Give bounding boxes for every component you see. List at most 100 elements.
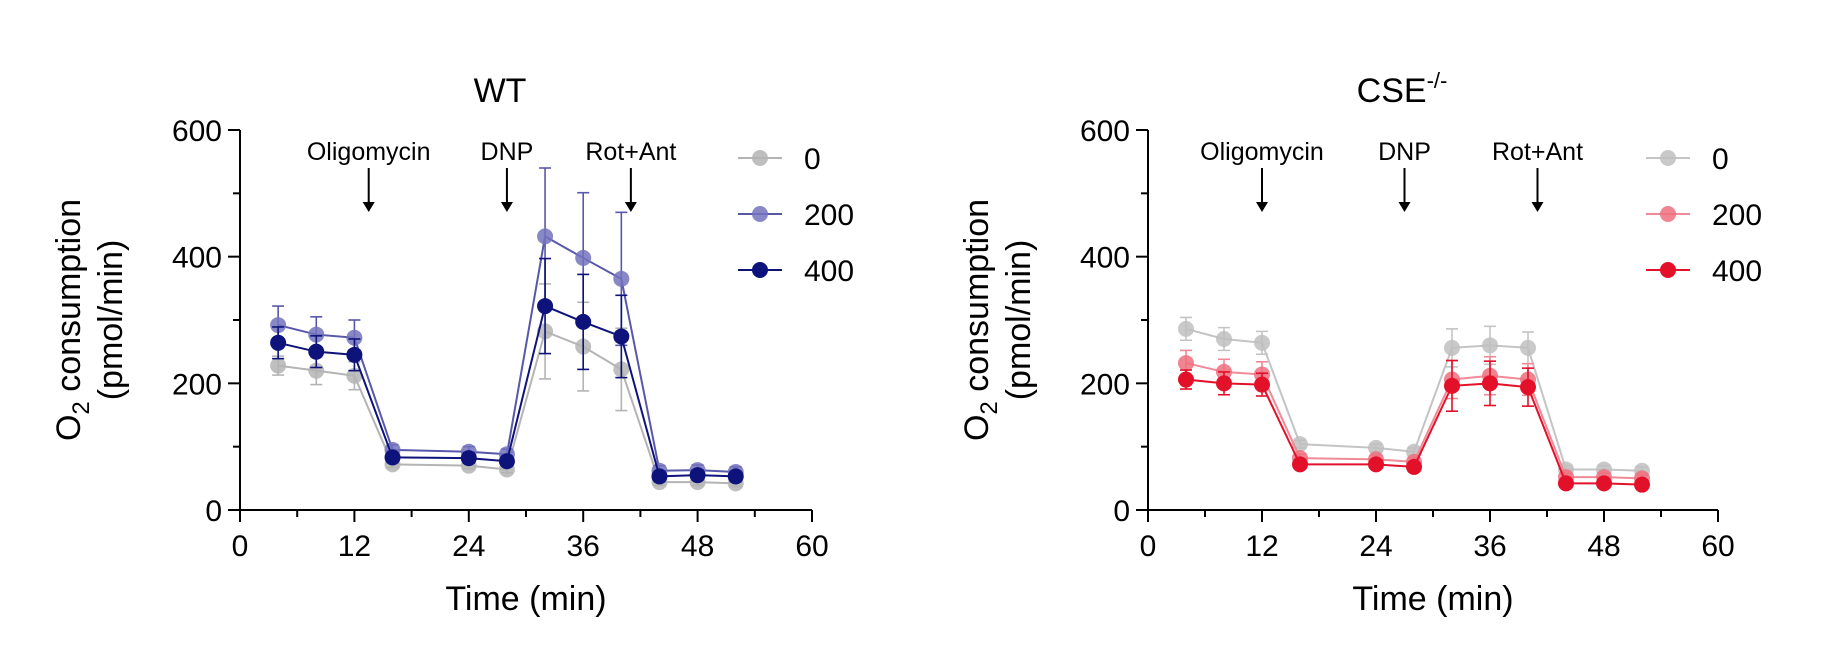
series-line	[1527, 347, 1567, 470]
x-tick-label: 60	[795, 530, 828, 563]
series-line	[1300, 463, 1415, 468]
x-tick-label: 0	[1140, 530, 1157, 563]
data-point	[308, 343, 325, 360]
y-tick-label: 400	[1080, 242, 1130, 275]
series-line	[1261, 384, 1301, 465]
legend-swatch-point	[752, 206, 768, 222]
legend-label: 200	[804, 199, 854, 232]
data-point	[1596, 475, 1612, 492]
data-point	[1482, 375, 1498, 392]
y-axis-label-subscript: 2	[976, 401, 1003, 414]
chart-title: WT	[474, 72, 527, 110]
annotation-arrow-head	[1256, 202, 1268, 212]
data-point	[1178, 320, 1194, 337]
data-point	[1368, 456, 1384, 473]
annotation-label: Oligomycin	[1200, 138, 1324, 166]
annotation-arrow-head	[1531, 202, 1544, 212]
annotation-arrow-head	[1398, 202, 1411, 212]
x-tick-label: 60	[1701, 530, 1734, 563]
data-point	[727, 468, 744, 485]
legend-swatch-point	[1660, 206, 1676, 222]
y-axis-label-rest: consumption	[958, 199, 996, 401]
series-200	[270, 167, 744, 480]
legend-swatch-point	[752, 150, 768, 166]
data-point	[270, 317, 287, 334]
data-point	[613, 270, 630, 287]
data-point	[1406, 458, 1422, 475]
data-point	[1444, 377, 1460, 394]
annotation-arrow-head	[624, 202, 637, 212]
series-line	[1413, 379, 1453, 463]
data-point	[308, 362, 325, 379]
series-line	[1413, 385, 1453, 468]
series-400	[270, 257, 744, 485]
series-line	[505, 331, 547, 470]
series-line	[1261, 342, 1301, 445]
y-axis-label-line2: (pmol/min)	[1000, 240, 1038, 401]
y-axis-label-main: O	[50, 415, 88, 441]
annotation-label: Rot+Ant	[1492, 138, 1583, 166]
annotation-arrow-head	[500, 202, 513, 212]
legend-label: 200	[1712, 199, 1762, 232]
series-line	[392, 448, 507, 456]
annotation-arrow-head	[362, 202, 375, 212]
x-axis-label: Time (min)	[1352, 580, 1513, 618]
data-point	[346, 367, 363, 384]
data-point	[1216, 331, 1232, 347]
annotation-label: DNP	[481, 138, 534, 166]
data-point	[1634, 476, 1650, 493]
series-line	[1299, 457, 1415, 463]
legend-swatch-point	[1660, 262, 1676, 278]
data-point	[1292, 456, 1308, 473]
data-point	[1254, 376, 1270, 393]
series-line	[1527, 386, 1567, 484]
series-line	[505, 236, 547, 455]
series-line	[392, 463, 508, 471]
y-tick-label: 0	[1113, 495, 1130, 528]
legend-label: 0	[804, 143, 821, 176]
y-axis-label-line2: (pmol/min)	[92, 240, 130, 401]
data-point	[270, 357, 287, 374]
data-point	[1216, 375, 1232, 392]
annotation-label: Oligomycin	[307, 138, 431, 166]
x-tick-label: 48	[1587, 530, 1620, 563]
chart-title-main: WT	[474, 72, 527, 110]
legend-label: 0	[1712, 143, 1729, 176]
data-point	[460, 450, 477, 467]
legend-swatch-point	[1660, 150, 1676, 166]
series-line	[1527, 379, 1567, 478]
data-point	[689, 467, 706, 484]
x-tick-label: 48	[681, 530, 714, 563]
series-line	[1299, 443, 1415, 453]
x-axis-label: Time (min)	[445, 580, 606, 618]
data-point	[384, 449, 401, 466]
chart-panel-1: WT 0 200 400 600 0 12 24 36 48 60 Time (min) O2 cons…	[50, 72, 854, 618]
y-tick-label: 600	[1080, 115, 1130, 148]
y-tick-label: 200	[172, 368, 222, 401]
x-tick-label: 36	[567, 530, 600, 563]
data-point	[1178, 371, 1194, 388]
y-axis-label-rest: consumption	[50, 199, 88, 401]
series-line	[353, 354, 394, 458]
y-axis-label-line1: O2 consumption	[958, 199, 1003, 441]
data-point	[575, 313, 592, 330]
data-point	[537, 228, 554, 245]
data-point	[308, 326, 325, 343]
series-line	[505, 305, 547, 462]
series-line	[620, 278, 661, 471]
data-point	[1254, 334, 1270, 351]
series-0	[1178, 316, 1650, 479]
data-point	[1558, 475, 1574, 492]
series-line	[1413, 347, 1453, 453]
y-tick-label: 400	[172, 242, 222, 275]
legend-swatch-point	[752, 262, 768, 278]
data-point	[1444, 339, 1460, 356]
data-point	[537, 298, 554, 315]
data-point	[346, 346, 363, 363]
data-point	[270, 334, 287, 351]
y-axis-label-main: O	[958, 415, 996, 441]
y-axis-label-line1: O2 consumption	[50, 199, 95, 441]
series-line	[620, 336, 661, 477]
chart-title: CSE-/-	[1357, 68, 1448, 110]
